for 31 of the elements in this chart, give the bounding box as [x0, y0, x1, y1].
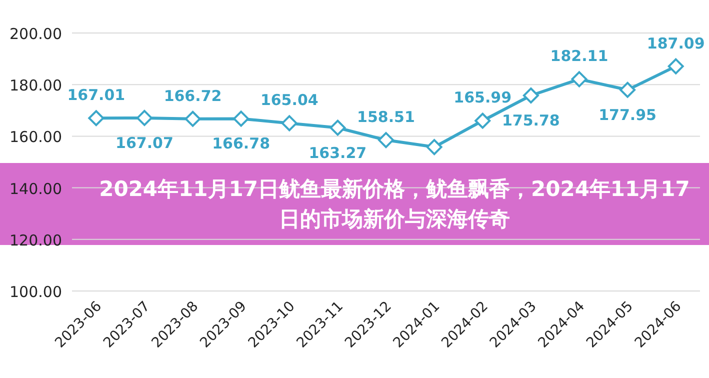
point: [474, 112, 491, 129]
point: [426, 139, 442, 156]
data-label: 165.04: [260, 91, 318, 110]
point: [88, 110, 104, 126]
point: [571, 71, 588, 88]
data-label: 167.01: [67, 86, 126, 104]
point: [281, 115, 298, 132]
point: [620, 82, 636, 98]
point: [330, 120, 346, 136]
point: [522, 87, 539, 104]
data-label: 177.95: [598, 106, 656, 124]
y-tick-label: 140.00: [10, 180, 62, 198]
point: [184, 110, 201, 127]
point: [136, 110, 152, 126]
point: [378, 132, 394, 148]
data-label: 166.72: [164, 86, 222, 105]
y-tick-label: 120.00: [10, 231, 62, 250]
data-label: 163.27: [308, 144, 367, 162]
data-label: 165.99: [454, 88, 512, 107]
data-label: 175.78: [502, 111, 560, 130]
data-label: 166.78: [212, 134, 270, 153]
data-label: 167.07: [116, 134, 174, 152]
y-tick-label: 100.00: [10, 283, 62, 301]
point: [233, 110, 250, 127]
y-tick-label: 180.00: [10, 76, 62, 95]
y-tick-label: 200.00: [10, 25, 62, 43]
data-label: 158.51: [357, 108, 415, 126]
point: [668, 58, 684, 74]
data-label: 182.11: [550, 47, 608, 66]
y-tick-label: 160.00: [10, 128, 62, 146]
data-label: 187.09: [646, 34, 705, 52]
